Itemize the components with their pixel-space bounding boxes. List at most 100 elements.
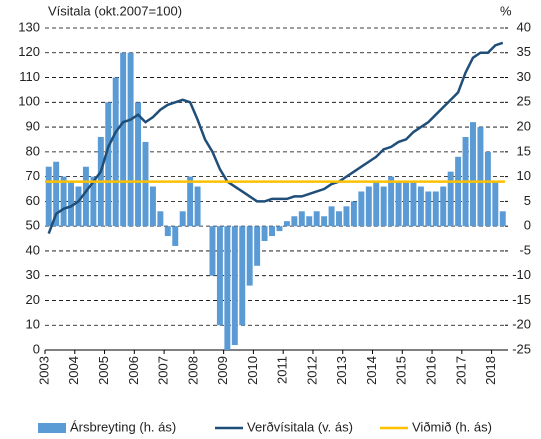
bar	[365, 186, 372, 227]
bar	[246, 226, 253, 286]
y-axis-label: Vísitala (okt.2007=100)	[48, 3, 182, 18]
bar	[484, 151, 491, 227]
y-tick-label: 80	[26, 143, 40, 158]
y2-tick-label: -10	[512, 267, 531, 282]
bar	[283, 221, 290, 227]
bar	[224, 226, 231, 350]
y2-tick-label: -20	[512, 317, 531, 332]
bar	[403, 181, 409, 227]
y2-tick-label: 5	[524, 193, 531, 208]
y2-tick-label: -5	[519, 242, 531, 257]
bar	[328, 206, 335, 227]
bar	[149, 186, 156, 227]
bar	[477, 127, 484, 227]
bar	[60, 176, 67, 227]
bar	[75, 186, 82, 227]
bar	[45, 166, 52, 227]
bar	[231, 226, 238, 346]
bar	[68, 181, 75, 227]
y-tick-label: 120	[18, 44, 40, 59]
y-tick-label: 100	[18, 94, 40, 109]
y2-tick-label: -15	[512, 292, 531, 307]
bar	[239, 226, 246, 326]
bar	[164, 226, 171, 237]
bar	[187, 176, 194, 227]
bar	[432, 191, 439, 227]
bar	[269, 226, 275, 237]
bar	[112, 77, 119, 227]
y-tick-label: 40	[26, 242, 40, 257]
bar	[455, 156, 462, 227]
bar	[53, 161, 60, 227]
y-tick-label: 60	[26, 193, 40, 208]
x-tick-label: 2012	[304, 356, 319, 385]
bar	[350, 201, 357, 227]
bar	[209, 226, 216, 276]
y2-axis-label: %	[500, 3, 512, 18]
bar	[82, 166, 89, 227]
x-tick-label: 2008	[185, 356, 200, 385]
y2-tick-label: 10	[517, 168, 531, 183]
y2-tick-label: 0	[524, 218, 531, 233]
x-tick-label: 2006	[126, 356, 141, 385]
bar	[395, 181, 402, 227]
bar	[440, 186, 447, 227]
bar	[120, 52, 127, 227]
y-tick-label: 90	[26, 119, 40, 134]
bar	[388, 176, 395, 227]
y-tick-label: 20	[26, 292, 40, 307]
bar	[321, 216, 328, 227]
y-tick-label: 130	[18, 19, 40, 34]
bar	[470, 122, 476, 227]
x-tick-label: 2003	[36, 356, 51, 385]
bar	[499, 211, 506, 227]
bar	[172, 226, 179, 246]
x-tick-label: 2005	[96, 356, 111, 385]
y2-tick-label: 30	[517, 69, 531, 84]
bar	[417, 186, 424, 227]
y2-tick-label: 15	[517, 143, 531, 158]
bar	[373, 181, 380, 227]
bar	[135, 102, 142, 227]
y-tick-label: 110	[19, 69, 40, 84]
bar	[298, 211, 305, 227]
bar	[276, 226, 283, 232]
bar	[194, 186, 201, 227]
bar	[425, 191, 432, 227]
bar	[492, 181, 499, 227]
x-tick-label: 2014	[364, 356, 379, 385]
y2-tick-label: 25	[517, 94, 531, 109]
x-tick-label: 2018	[483, 356, 498, 385]
y2-tick-label: 40	[517, 19, 531, 34]
y2-tick-label: -25	[512, 341, 531, 356]
bar	[254, 226, 261, 266]
bar	[410, 181, 417, 227]
legend-label: Viðmið (h. ás)	[412, 419, 492, 434]
legend-label: Verðvísitala (v. ás)	[247, 419, 353, 434]
y-tick-label: 50	[26, 218, 40, 233]
x-tick-label: 2010	[245, 356, 260, 385]
bar	[313, 211, 320, 227]
x-tick-label: 2013	[334, 356, 349, 385]
line	[47, 41, 504, 235]
y-tick-label: 0	[33, 341, 40, 356]
bar	[336, 211, 342, 227]
bar	[90, 176, 97, 227]
bar	[157, 211, 164, 227]
y-tick-label: 30	[26, 267, 40, 282]
bar	[142, 141, 149, 227]
x-tick-label: 2016	[423, 356, 438, 385]
bar	[127, 52, 134, 227]
bar	[447, 171, 454, 227]
y2-tick-label: 35	[517, 44, 531, 59]
x-tick-label: 2017	[453, 356, 468, 385]
bar	[261, 226, 268, 242]
bar	[343, 206, 350, 227]
bar	[380, 186, 387, 227]
bar	[291, 216, 298, 227]
legend-label: Ársbreyting (h. ás)	[70, 419, 176, 434]
x-tick-label: 2004	[66, 356, 81, 385]
legend-swatch	[38, 423, 66, 433]
x-tick-label: 2011	[275, 356, 290, 384]
